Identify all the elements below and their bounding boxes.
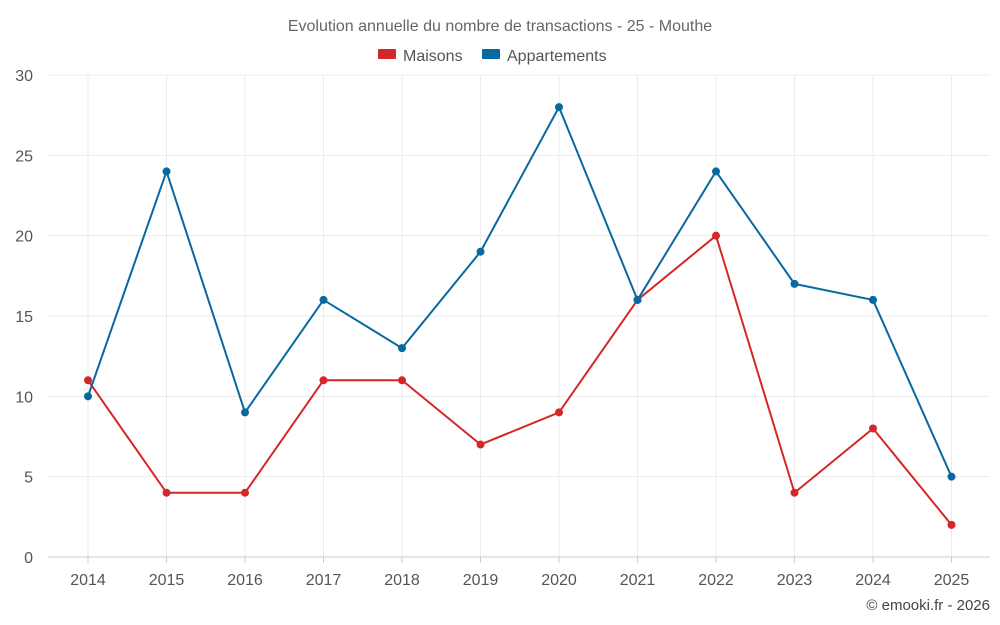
data-point-maisons-2019[interactable] [476,440,485,449]
x-tick-label: 2020 [541,572,577,589]
x-tick-label: 2018 [384,572,420,589]
series [84,103,956,529]
series-line-maisons [87,234,953,526]
legend-item-maisons[interactable]: Maisons [378,48,463,65]
data-point-appartements-2024[interactable] [869,295,877,304]
y-tick-label: 30 [15,68,33,85]
legend-label-appartements: Appartements [507,48,607,65]
data-point-appartements-2020[interactable] [555,103,563,112]
data-point-maisons-2018[interactable] [398,376,406,385]
data-point-appartements-2021[interactable] [633,295,642,304]
x-tick-label: 2023 [777,572,813,589]
x-tick-label: 2017 [306,572,342,589]
gridlines [48,74,990,557]
data-point-maisons-2015[interactable] [162,488,171,497]
data-point-maisons-2017[interactable] [319,376,328,385]
legend-swatch-appartements [482,49,500,59]
y-tick-label: 5 [24,470,33,487]
x-tick-label: 2016 [227,572,263,589]
legend-swatch-maisons [378,49,396,59]
x-tick-label: 2019 [463,572,499,589]
copyright-credit: © emooki.fr - 2026 [866,597,990,614]
y-tick-label: 15 [15,309,33,326]
data-point-maisons-2025[interactable] [947,520,956,529]
data-point-appartements-2023[interactable] [790,279,799,288]
data-point-maisons-2020[interactable] [555,408,563,417]
y-tick-label: 25 [15,148,33,165]
data-point-maisons-2014[interactable] [84,376,92,385]
series-appartements [84,103,956,481]
data-point-maisons-2022[interactable] [712,231,720,240]
legend-item-appartements[interactable]: Appartements [482,48,607,65]
data-point-appartements-2015[interactable] [162,167,171,176]
data-point-appartements-2014[interactable] [84,392,92,401]
series-line-appartements [87,106,953,478]
x-tick-label: 2024 [855,572,891,589]
x-axis-ticks: 2014 2015 2016 2017 2018 2019 2020 2021 2022 2023… [70,557,969,589]
x-tick-label: 2015 [149,572,185,589]
data-point-appartements-2017[interactable] [319,295,328,304]
y-axis-ticks: 0 5 10 15 20 25 30 [15,68,33,567]
legend-label-maisons: Maisons [403,48,463,65]
legend: Maisons Appartements [378,48,607,65]
chart-title: Evolution annuelle du nombre de transact… [288,18,712,35]
y-tick-label: 20 [15,229,33,246]
series-maisons [84,231,956,529]
data-point-maisons-2023[interactable] [790,488,799,497]
x-tick-label: 2021 [620,572,656,589]
data-point-appartements-2025[interactable] [947,472,956,481]
y-tick-label: 10 [15,389,33,406]
x-tick-label: 2025 [934,572,970,589]
data-point-appartements-2018[interactable] [398,344,406,353]
y-tick-label: 0 [24,550,33,567]
x-tick-label: 2014 [70,572,106,589]
data-point-appartements-2016[interactable] [241,408,249,417]
data-point-appartements-2019[interactable] [476,247,485,256]
data-point-maisons-2024[interactable] [869,424,877,433]
data-point-maisons-2016[interactable] [241,488,249,497]
x-tick-label: 2022 [698,572,734,589]
data-point-appartements-2022[interactable] [712,167,720,176]
